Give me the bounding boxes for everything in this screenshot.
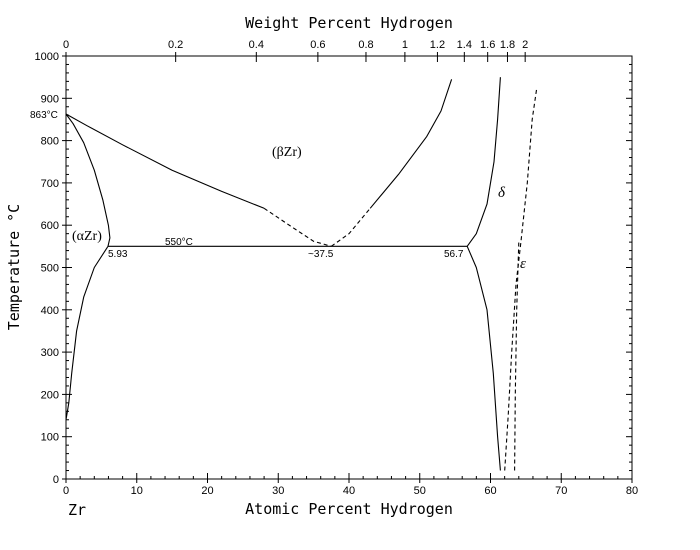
y-tick-label: 800 [41, 136, 59, 148]
top-tick-label: 0.2 [168, 39, 183, 51]
y-tick-label: 1000 [35, 51, 59, 63]
melting-point-label: 863°C [30, 110, 58, 121]
y-tick-label: 300 [41, 347, 59, 359]
y-tick-label: 500 [41, 263, 59, 275]
x-axis-label: Atomic Percent Hydrogen [245, 500, 453, 518]
phase-boundary-9 [504, 89, 538, 471]
phase-boundary-6 [369, 79, 453, 209]
x-tick-label: 20 [201, 485, 213, 497]
element-label: Zr [68, 501, 86, 519]
top-tick-label: 1.6 [480, 39, 495, 51]
top-tick-label: 1.8 [500, 39, 515, 51]
y-tick-label: 0 [53, 474, 59, 486]
phase-boundary-2 [65, 246, 109, 420]
eutectoid-composition-label: ~37.5 [308, 249, 334, 260]
delta-boundary-label: 56.7 [444, 249, 464, 260]
phase-boundary-7 [466, 77, 501, 247]
x-tick-label: 50 [414, 485, 426, 497]
axis-ticks: 0 10 20 30 40 50 60 70 8001002003004005006007008… [35, 39, 639, 497]
x-tick-label: 0 [63, 485, 69, 497]
x-tick-label: 80 [626, 485, 638, 497]
phase-boundary-1 [65, 113, 111, 247]
y-tick-label: 400 [41, 305, 59, 317]
top-tick-label: 0.6 [310, 39, 325, 51]
top-tick-label: 0.4 [249, 39, 264, 51]
phase-boundary-8 [466, 246, 501, 471]
y-tick-label: 700 [41, 178, 59, 190]
x-tick-label: 30 [272, 485, 284, 497]
phase-boundaries [65, 77, 538, 471]
y-tick-label: 200 [41, 389, 59, 401]
alpha-solubility-label: 5.93 [108, 249, 128, 260]
y-tick-label: 100 [41, 432, 59, 444]
alpha-zr-phase-label: (αZr) [72, 229, 102, 244]
delta-phase-label: δ [498, 185, 506, 201]
top-tick-label: 0.8 [358, 39, 373, 51]
y-tick-label: 600 [41, 220, 59, 232]
x-tick-label: 10 [131, 485, 143, 497]
eutectoid-temp-label: 550°C [165, 237, 193, 248]
top-tick-label: 2 [522, 39, 528, 51]
x-tick-label: 60 [484, 485, 496, 497]
x-tick-label: 40 [343, 485, 355, 497]
x-tick-label: 70 [555, 485, 567, 497]
y-axis-label: Temperature °C [5, 204, 23, 330]
top-tick-label: 1 [402, 39, 408, 51]
top-axis-label: Weight Percent Hydrogen [245, 14, 453, 32]
phase-boundary-10 [514, 242, 520, 471]
top-tick-label: 1.4 [457, 39, 472, 51]
phase-boundary-4 [263, 207, 332, 247]
phase-boundary-3 [65, 113, 265, 209]
y-tick-label: 900 [41, 93, 59, 105]
phase-boundary-5 [330, 207, 371, 247]
epsilon-phase-label: ε [520, 256, 526, 272]
top-tick-label: 1.2 [430, 39, 445, 51]
plot-frame [65, 55, 633, 480]
top-tick-label: 0 [63, 39, 69, 51]
beta-zr-phase-label: (βZr) [272, 145, 302, 160]
